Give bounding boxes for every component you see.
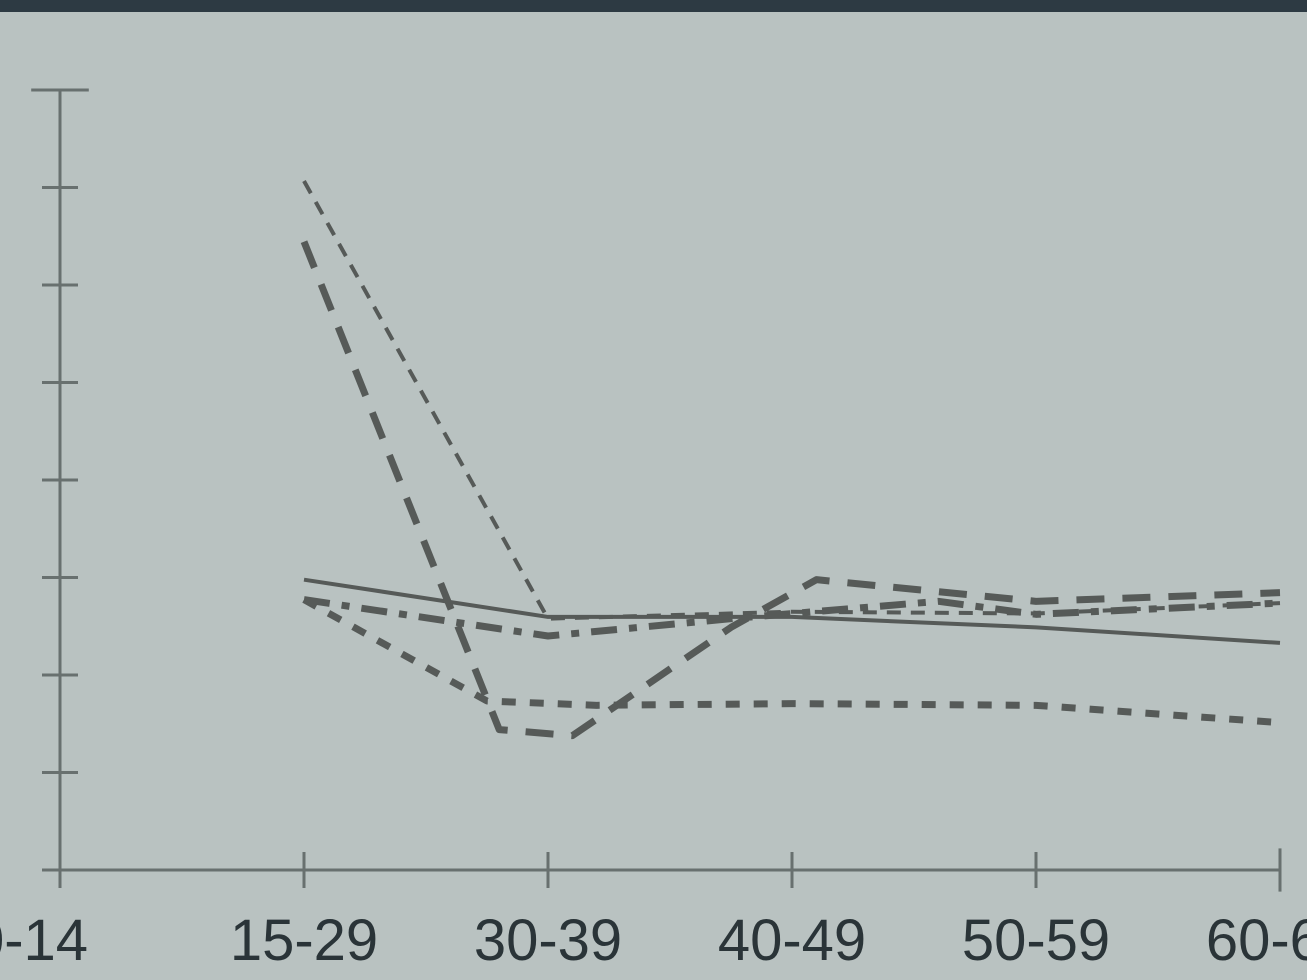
x-tick-label: 0-14 bbox=[0, 908, 88, 973]
x-tick-label: 60-69 bbox=[1206, 908, 1307, 973]
x-tick-label: 15-29 bbox=[230, 908, 378, 973]
x-tick-label: 40-49 bbox=[718, 908, 866, 973]
top-band bbox=[0, 0, 1307, 12]
x-tick-label: 30-39 bbox=[474, 908, 622, 973]
chart-background bbox=[0, 0, 1307, 980]
line-chart: 0-14 15-29 30-39 40-49 50-59 60-69 bbox=[0, 0, 1307, 980]
x-tick-label: 50-59 bbox=[962, 908, 1110, 973]
chart-container: 0-14 15-29 30-39 40-49 50-59 60-69 bbox=[0, 0, 1307, 980]
